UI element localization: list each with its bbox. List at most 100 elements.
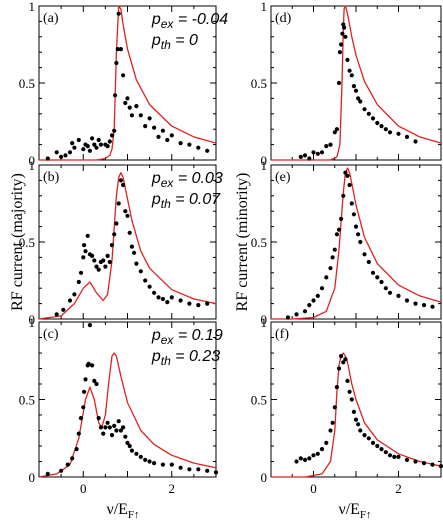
theory-curve-f [271, 352, 442, 478]
data-point [330, 255, 335, 260]
data-point [115, 47, 120, 52]
data-point [105, 253, 110, 258]
data-point [129, 244, 134, 249]
y-tick-label: 0 [261, 153, 268, 168]
annotation-symbol: p [151, 170, 161, 187]
data-point [123, 100, 128, 106]
data-point [96, 137, 101, 143]
data-point [72, 145, 77, 150]
data-point [156, 295, 161, 300]
data-point [160, 462, 165, 467]
data-point [324, 275, 329, 280]
data-point [334, 385, 339, 390]
y-tick-label: 1 [261, 158, 268, 173]
theory-curve-a [39, 5, 217, 161]
data-point [78, 270, 84, 275]
data-point [113, 93, 118, 98]
data-point [319, 150, 325, 155]
annotation-subscript: ex [161, 17, 175, 31]
data-point [213, 470, 219, 475]
data-point [413, 459, 418, 464]
data-point [430, 462, 435, 467]
data-point [345, 57, 350, 63]
data-point [315, 451, 320, 456]
data-point [334, 232, 339, 237]
annotation-subscript: th [161, 38, 171, 52]
panel-label-c: (c) [43, 327, 59, 342]
data-point [87, 148, 92, 153]
data-point [311, 453, 316, 458]
data-point [76, 279, 81, 285]
annotation-symbol: p [151, 191, 161, 208]
data-point [86, 361, 91, 366]
data-point [328, 266, 333, 271]
data-point [347, 389, 352, 394]
data-point [45, 471, 50, 476]
data-point [349, 201, 354, 206]
y-tick-label: 0 [29, 153, 36, 168]
x-axis-label-right: ν/EF↑ [338, 501, 371, 520]
data-point [319, 447, 325, 452]
annotation-value: = -0.04 [173, 11, 228, 28]
data-point [165, 300, 170, 305]
data-point [196, 303, 201, 308]
data-point [143, 278, 148, 283]
data-point [70, 141, 75, 146]
data-point [107, 139, 112, 144]
data-point [103, 425, 108, 430]
data-point [302, 153, 308, 158]
panel-frame-e [270, 164, 442, 320]
data-point [116, 201, 121, 206]
data-point [383, 450, 388, 455]
data-point [307, 456, 312, 461]
data-point [98, 142, 103, 147]
annotation-subscript: ex [161, 333, 175, 347]
panel-label-d: (d) [275, 11, 292, 26]
data-point [109, 433, 115, 438]
data-point [127, 443, 132, 449]
data-point [121, 425, 126, 430]
data-point [353, 417, 359, 422]
data-point [343, 34, 348, 39]
data-point [294, 459, 299, 464]
x-axis-label-left-sub: F↑ [128, 509, 140, 520]
data-point [76, 431, 81, 436]
data-point [147, 284, 152, 289]
data-point [169, 133, 174, 138]
data-point [370, 116, 376, 121]
data-point [387, 130, 393, 135]
data-point [345, 378, 350, 383]
data-point [404, 457, 410, 462]
data-point [134, 261, 139, 266]
data-point [334, 127, 339, 132]
y-tick-label: 0.5 [19, 393, 35, 408]
x-axis-label-right-sub: F↑ [360, 509, 372, 520]
x-tick-label: 0 [80, 481, 87, 496]
data-point [294, 312, 299, 317]
theory-curve-d [271, 5, 442, 161]
x-tick-label: 2 [169, 481, 176, 496]
data-point [101, 431, 106, 436]
data-point [160, 296, 165, 302]
data-point [341, 360, 346, 365]
data-point [339, 354, 344, 359]
panel-e: 0 0.5 1 (e) [251, 158, 442, 327]
data-point [362, 252, 367, 257]
data-point [336, 366, 342, 371]
data-point [413, 301, 418, 306]
data-point [404, 298, 410, 303]
data-point [74, 447, 79, 452]
data-point [396, 293, 401, 298]
data-point [129, 113, 134, 118]
data-point [196, 145, 201, 150]
y-tick-label: 1 [29, 158, 36, 173]
data-point [85, 144, 90, 149]
data-point [343, 170, 348, 175]
data-point [187, 142, 192, 147]
data-point [107, 259, 112, 265]
data-point [125, 440, 130, 445]
panel-label-b: (b) [43, 170, 60, 185]
data-point [123, 434, 128, 439]
